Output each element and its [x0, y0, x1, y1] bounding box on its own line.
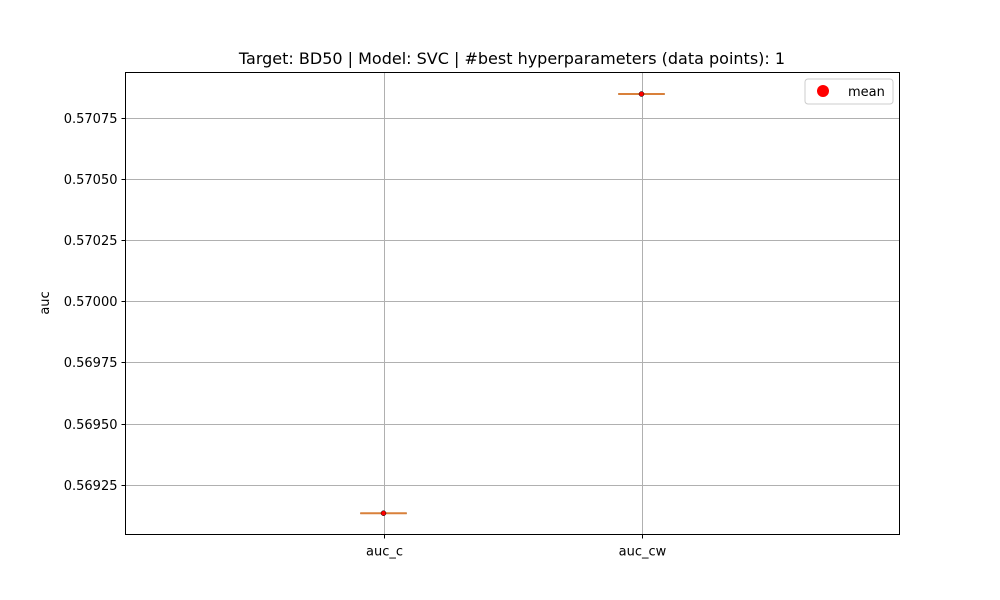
legend-box: [804, 78, 894, 105]
legend-label-mean: mean: [848, 85, 885, 100]
mean-marker: [380, 510, 387, 516]
chart-title: Target: BD50 | Model: SVC | #best hyperp…: [238, 49, 785, 68]
axis-ticks: 0.56925 0.56950 0.56975 0.57000 0.57025 0.570…: [64, 112, 667, 560]
x-tick-label: auc_c: [366, 545, 403, 560]
plot-area-frame: [125, 72, 900, 535]
mean-marker: [638, 91, 645, 97]
y-axis-label: auc: [38, 291, 53, 314]
legend-mean-marker: [817, 85, 829, 97]
plot-marks: [360, 91, 665, 516]
y-tick-label: 0.56950: [64, 418, 118, 433]
y-tick-label: 0.57075: [64, 112, 118, 127]
y-tick-label: 0.57050: [64, 173, 118, 188]
y-tick-label: 0.56975: [64, 356, 118, 371]
y-tick-label: 0.57000: [64, 295, 118, 310]
x-tick-label: auc_cw: [619, 545, 667, 560]
grid: [125, 72, 900, 535]
y-tick-label: 0.56925: [64, 479, 118, 494]
legend: mean: [804, 78, 894, 105]
y-tick-label: 0.57025: [64, 234, 118, 249]
